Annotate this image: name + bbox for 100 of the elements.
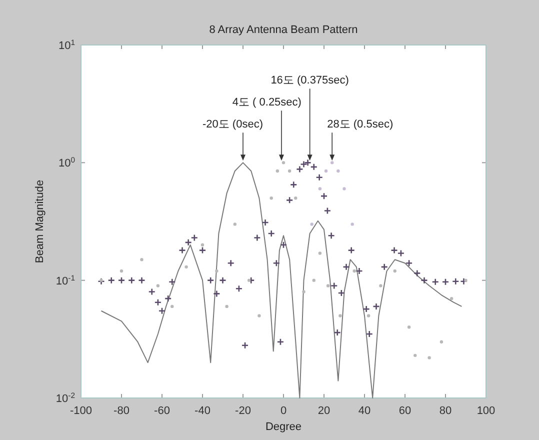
point	[98, 278, 105, 286]
point	[397, 250, 405, 257]
point	[247, 278, 251, 282]
point	[296, 166, 304, 173]
point	[414, 270, 421, 277]
point	[318, 252, 322, 255]
point	[128, 276, 136, 284]
point	[348, 246, 355, 254]
x-tick-label: 100	[476, 405, 496, 417]
point	[428, 356, 431, 360]
point	[316, 174, 323, 182]
point	[407, 326, 411, 329]
point	[219, 276, 226, 284]
annotation: 16도 (0.375sec)	[270, 74, 349, 87]
point	[442, 278, 450, 286]
point	[324, 169, 328, 173]
y-tick-label: 10$^{-2}$	[56, 390, 75, 405]
x-tick-label: -60	[154, 405, 170, 417]
x-tick-label: 80	[439, 405, 452, 417]
point	[138, 276, 146, 284]
point	[272, 259, 280, 267]
point	[380, 263, 388, 271]
point	[330, 282, 338, 290]
point	[342, 187, 346, 190]
point	[156, 284, 160, 288]
point	[235, 284, 243, 292]
point	[276, 338, 284, 346]
point	[184, 238, 192, 246]
point	[215, 269, 218, 273]
point	[286, 196, 294, 204]
point	[366, 314, 370, 318]
y-axis-title: Beam Magnitude	[34, 180, 46, 264]
point	[310, 163, 318, 171]
x-tick-label: -20	[235, 405, 251, 417]
point	[302, 290, 306, 294]
point	[108, 276, 116, 284]
point	[460, 278, 468, 286]
point	[270, 196, 273, 200]
point	[213, 290, 220, 298]
point	[379, 284, 382, 288]
point	[198, 246, 206, 254]
x-tick-label: -80	[114, 405, 130, 417]
chart-title: 8 Array Antenna Beam Pattern	[209, 24, 358, 36]
annotation: 28도 (0.5sec)	[327, 118, 394, 131]
point	[200, 243, 204, 247]
point	[338, 314, 342, 318]
point	[312, 278, 316, 282]
point	[290, 181, 298, 188]
point	[268, 230, 275, 238]
x-tick-label: 0	[280, 405, 287, 417]
point	[405, 259, 413, 267]
annotation: -20도 (0sec)	[202, 118, 263, 131]
point	[420, 276, 428, 284]
point	[100, 278, 103, 282]
x-tick-label: 60	[398, 405, 412, 417]
point	[148, 288, 156, 296]
point	[300, 160, 308, 168]
point	[390, 246, 398, 254]
point	[178, 246, 186, 254]
point	[318, 187, 322, 190]
line-series	[100, 162, 462, 398]
point	[342, 263, 350, 271]
point	[452, 278, 460, 286]
point	[440, 340, 444, 344]
point	[338, 289, 346, 297]
point	[140, 258, 144, 262]
point	[362, 305, 370, 313]
x-axis-title: Degree	[265, 421, 302, 433]
point	[164, 294, 172, 302]
point	[120, 269, 124, 273]
point	[190, 234, 198, 242]
point	[464, 278, 468, 282]
point	[280, 241, 288, 249]
point	[282, 161, 286, 164]
point	[262, 218, 269, 226]
point	[276, 169, 280, 173]
y-tick-label: 10$^{0}$	[58, 155, 75, 170]
point	[118, 276, 126, 284]
point	[330, 161, 334, 164]
point	[154, 298, 162, 306]
point	[326, 284, 330, 288]
point	[158, 307, 166, 315]
point	[310, 222, 314, 226]
point	[356, 267, 363, 275]
point	[168, 278, 176, 286]
y-tick-label: 10$^{-1}$	[56, 272, 75, 288]
point	[254, 234, 261, 242]
point	[170, 304, 174, 308]
point	[450, 296, 454, 300]
point	[328, 232, 335, 240]
point	[227, 259, 234, 267]
point	[304, 159, 312, 166]
point	[320, 192, 328, 200]
point	[241, 342, 249, 350]
y-tick-label: 10$^{1}$	[58, 38, 75, 52]
point	[432, 278, 440, 286]
x-tick-label: 40	[358, 405, 371, 417]
point	[184, 265, 188, 269]
point	[352, 269, 356, 273]
point	[334, 328, 342, 336]
